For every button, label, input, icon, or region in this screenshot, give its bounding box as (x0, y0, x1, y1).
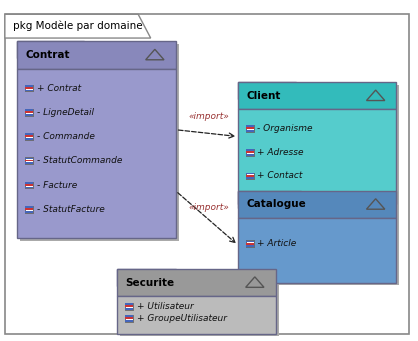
Bar (25, 211, 33, 213)
Bar (117, 296, 275, 333)
Text: «import»: «import» (189, 203, 229, 212)
Bar (246, 130, 254, 132)
Bar (246, 175, 254, 177)
Bar (25, 87, 33, 89)
Bar (117, 269, 176, 286)
Text: + Article: + Article (257, 239, 297, 248)
Bar (238, 191, 397, 218)
Text: Catalogue: Catalogue (247, 199, 306, 209)
Bar (25, 160, 33, 162)
Text: - StatutCommande: - StatutCommande (36, 156, 122, 165)
Bar (238, 191, 301, 208)
Text: - Organisme: - Organisme (257, 124, 313, 133)
Bar (25, 133, 33, 135)
Bar (246, 240, 254, 247)
Text: + Adresse: + Adresse (257, 148, 304, 157)
Text: pkg Modèle par domaine: pkg Modèle par domaine (13, 21, 143, 31)
Text: - StatutFacture: - StatutFacture (36, 205, 104, 214)
Text: + Contact: + Contact (257, 172, 303, 180)
Bar (25, 162, 33, 164)
Bar (18, 42, 84, 58)
Text: - Facture: - Facture (36, 180, 77, 190)
Bar (25, 138, 33, 140)
Bar (25, 158, 33, 164)
Bar (246, 149, 254, 151)
Text: Securite: Securite (126, 278, 175, 287)
Text: + Utilisateur: + Utilisateur (137, 302, 193, 311)
Bar (246, 149, 254, 155)
Bar (246, 125, 254, 127)
Bar (20, 44, 178, 241)
Bar (246, 173, 254, 179)
Bar (241, 193, 399, 285)
Bar (246, 151, 254, 153)
Bar (125, 315, 133, 322)
Bar (18, 42, 176, 69)
Bar (25, 111, 33, 113)
Bar (238, 218, 397, 283)
Text: + Contrat: + Contrat (36, 84, 81, 92)
Bar (25, 135, 33, 137)
Polygon shape (5, 14, 150, 38)
Bar (25, 187, 33, 189)
Bar (25, 90, 33, 91)
Bar (125, 317, 133, 319)
Bar (246, 173, 254, 175)
Bar (117, 269, 275, 296)
Bar (25, 109, 33, 111)
Bar (25, 182, 33, 189)
Bar (246, 177, 254, 179)
Bar (246, 241, 254, 242)
Bar (25, 182, 33, 183)
Bar (125, 303, 133, 305)
Bar (246, 125, 254, 132)
Bar (25, 85, 33, 91)
Bar (125, 303, 133, 310)
Bar (125, 305, 133, 307)
Bar (238, 82, 296, 99)
Bar (25, 109, 33, 116)
Bar (25, 114, 33, 116)
Bar (246, 246, 254, 247)
Bar (25, 158, 33, 159)
Bar (238, 82, 397, 109)
Bar (125, 315, 133, 317)
Bar (25, 208, 33, 210)
Bar (246, 127, 254, 129)
Bar (238, 109, 397, 205)
Text: - LigneDetail: - LigneDetail (36, 108, 94, 117)
Bar (25, 184, 33, 186)
Bar (25, 85, 33, 87)
Text: + GroupeUtilisateur: + GroupeUtilisateur (137, 314, 227, 323)
Text: Contrat: Contrat (25, 50, 70, 60)
Bar (120, 271, 278, 336)
Bar (18, 69, 176, 238)
Bar (125, 308, 133, 310)
Bar (241, 85, 399, 207)
Bar (25, 206, 33, 213)
Bar (25, 206, 33, 208)
Text: «import»: «import» (189, 112, 229, 121)
Bar (125, 320, 133, 322)
Bar (246, 154, 254, 155)
Bar (246, 243, 254, 244)
Bar (25, 133, 33, 140)
Text: - Commande: - Commande (36, 132, 94, 141)
Text: Client: Client (247, 91, 281, 101)
